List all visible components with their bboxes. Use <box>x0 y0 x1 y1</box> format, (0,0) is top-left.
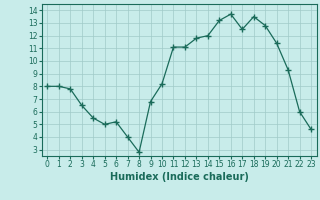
X-axis label: Humidex (Indice chaleur): Humidex (Indice chaleur) <box>110 172 249 182</box>
